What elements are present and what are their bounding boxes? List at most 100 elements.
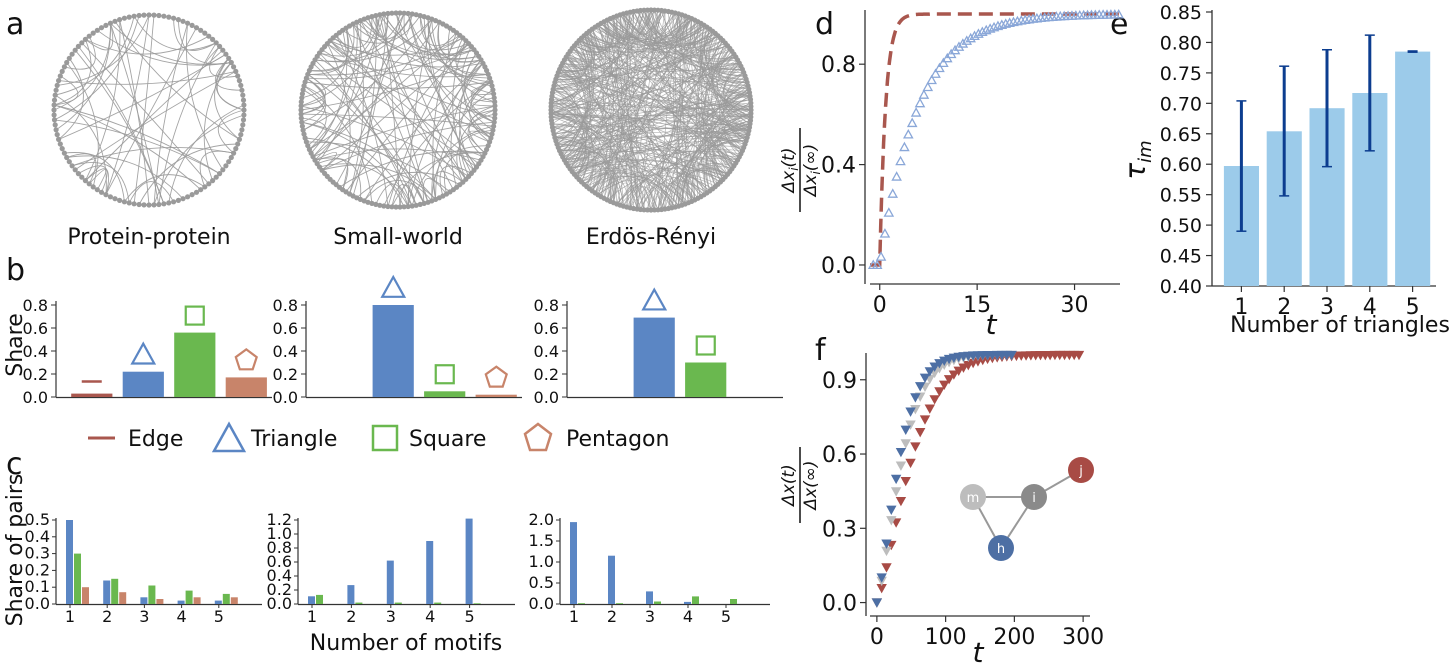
d-marker-triangle [895,155,906,166]
c-xtick-label: 5 [465,607,475,626]
network-node [425,199,431,205]
legend-pentagon-marker [523,422,553,452]
c-ytick-label: 0.3 [25,544,50,563]
f-marker-node-j [934,387,945,397]
c-ytick-label: 0.4 [267,566,292,585]
b-ytick-label: 0.4 [23,342,48,361]
d-marker-triangle [906,117,918,128]
network-edge [716,48,746,78]
network-node [393,10,399,16]
network-node [82,178,88,184]
network-edge [671,12,747,142]
network-node [409,11,415,17]
network-edge [64,36,96,70]
network-edge [559,35,593,72]
d-xtick-label: 30 [1061,293,1089,318]
network-edge [718,50,748,84]
d-marker-triangle [887,188,899,198]
c-bar-square [355,602,363,604]
f-marker-node-h [1006,350,1017,361]
network-node [401,10,407,16]
network-edge [701,25,743,151]
network-node [180,196,186,202]
e-ytick-label: 0.85 [1160,2,1202,24]
network-edge [717,95,751,175]
e-ytick-label: 0.55 [1160,185,1202,207]
panel-e-chart: 0.40 0.45 0.50 0.55 0.60 0.65 0.70 0.75 0.80 0.85… [1160,2,1436,320]
c-xtick-label: 3 [139,607,149,626]
f-marker-node-j [948,370,960,380]
network-node [488,79,494,85]
f-marker-node-h [905,407,916,417]
network-edge [728,102,751,107]
network-node [51,102,57,108]
d-marker-triangle [875,251,887,261]
c-ytick-label: 0.2 [25,560,50,579]
network-edge [458,109,496,180]
network-edge [300,105,469,177]
e-ytick-label: 0.70 [1160,93,1202,115]
network-node [236,78,242,84]
network-edge [714,45,742,71]
network-node [175,17,181,23]
network-edge [550,14,683,114]
network-node [417,201,423,207]
network-node [64,59,70,66]
d-marker-triangle [984,23,996,33]
network-node [94,187,100,193]
f-marker-node-m [881,546,892,557]
c-bar-triangle [570,522,577,604]
network-node [126,200,132,206]
network-edge [209,46,238,78]
f-marker-node-h [871,598,883,608]
network-edge [471,109,496,139]
network-edge [85,49,224,181]
b-marker-square [434,364,455,385]
network-edge [558,85,749,148]
network-edge [566,159,609,200]
network-node [240,97,247,103]
panel-letter-f: f [815,333,827,368]
c-bar-triangle [386,560,394,604]
d-marker-triangle [871,259,883,269]
e-ytick-label: 0.40 [1160,276,1202,298]
panel-letter-a: a [6,7,24,42]
network-edge [558,72,749,132]
network-edge [53,23,111,111]
network-node [298,99,304,105]
network-edge [205,46,227,65]
d-marker-triangle [965,32,976,43]
network-node [240,117,247,123]
network-node [492,107,498,113]
c-ytick-label: 1.2 [267,510,292,529]
network-edge [300,59,482,111]
network-edge [327,40,345,58]
inset-node-label-j: j [1078,464,1083,479]
d-xtick-label: 0 [873,293,887,318]
d-marker-triangle [930,68,941,78]
network-node [298,107,304,113]
b-bar-pentagon [475,394,517,397]
network-edge [217,109,245,154]
network-edge [53,104,202,191]
network-edge [168,104,245,203]
network-node [185,194,191,200]
f-marker-node-h [924,367,936,377]
legend-triangle-marker [211,421,247,453]
f-marker-node-j [943,375,955,385]
network-edge [704,123,751,193]
c-bar-pentagon [156,599,164,604]
network-edge [302,18,433,131]
network-edge [564,157,612,202]
network-node [51,97,58,103]
network-edge [419,15,461,47]
d-ylabel-den: Δx [801,174,821,199]
f-marker-node-m [905,420,916,430]
network-edge [335,35,464,183]
network-node [491,95,497,101]
network-edge [306,141,451,193]
network-edge [71,147,234,167]
b-marker-square [184,305,205,326]
network-edge [78,165,110,195]
network-edge [472,97,495,107]
